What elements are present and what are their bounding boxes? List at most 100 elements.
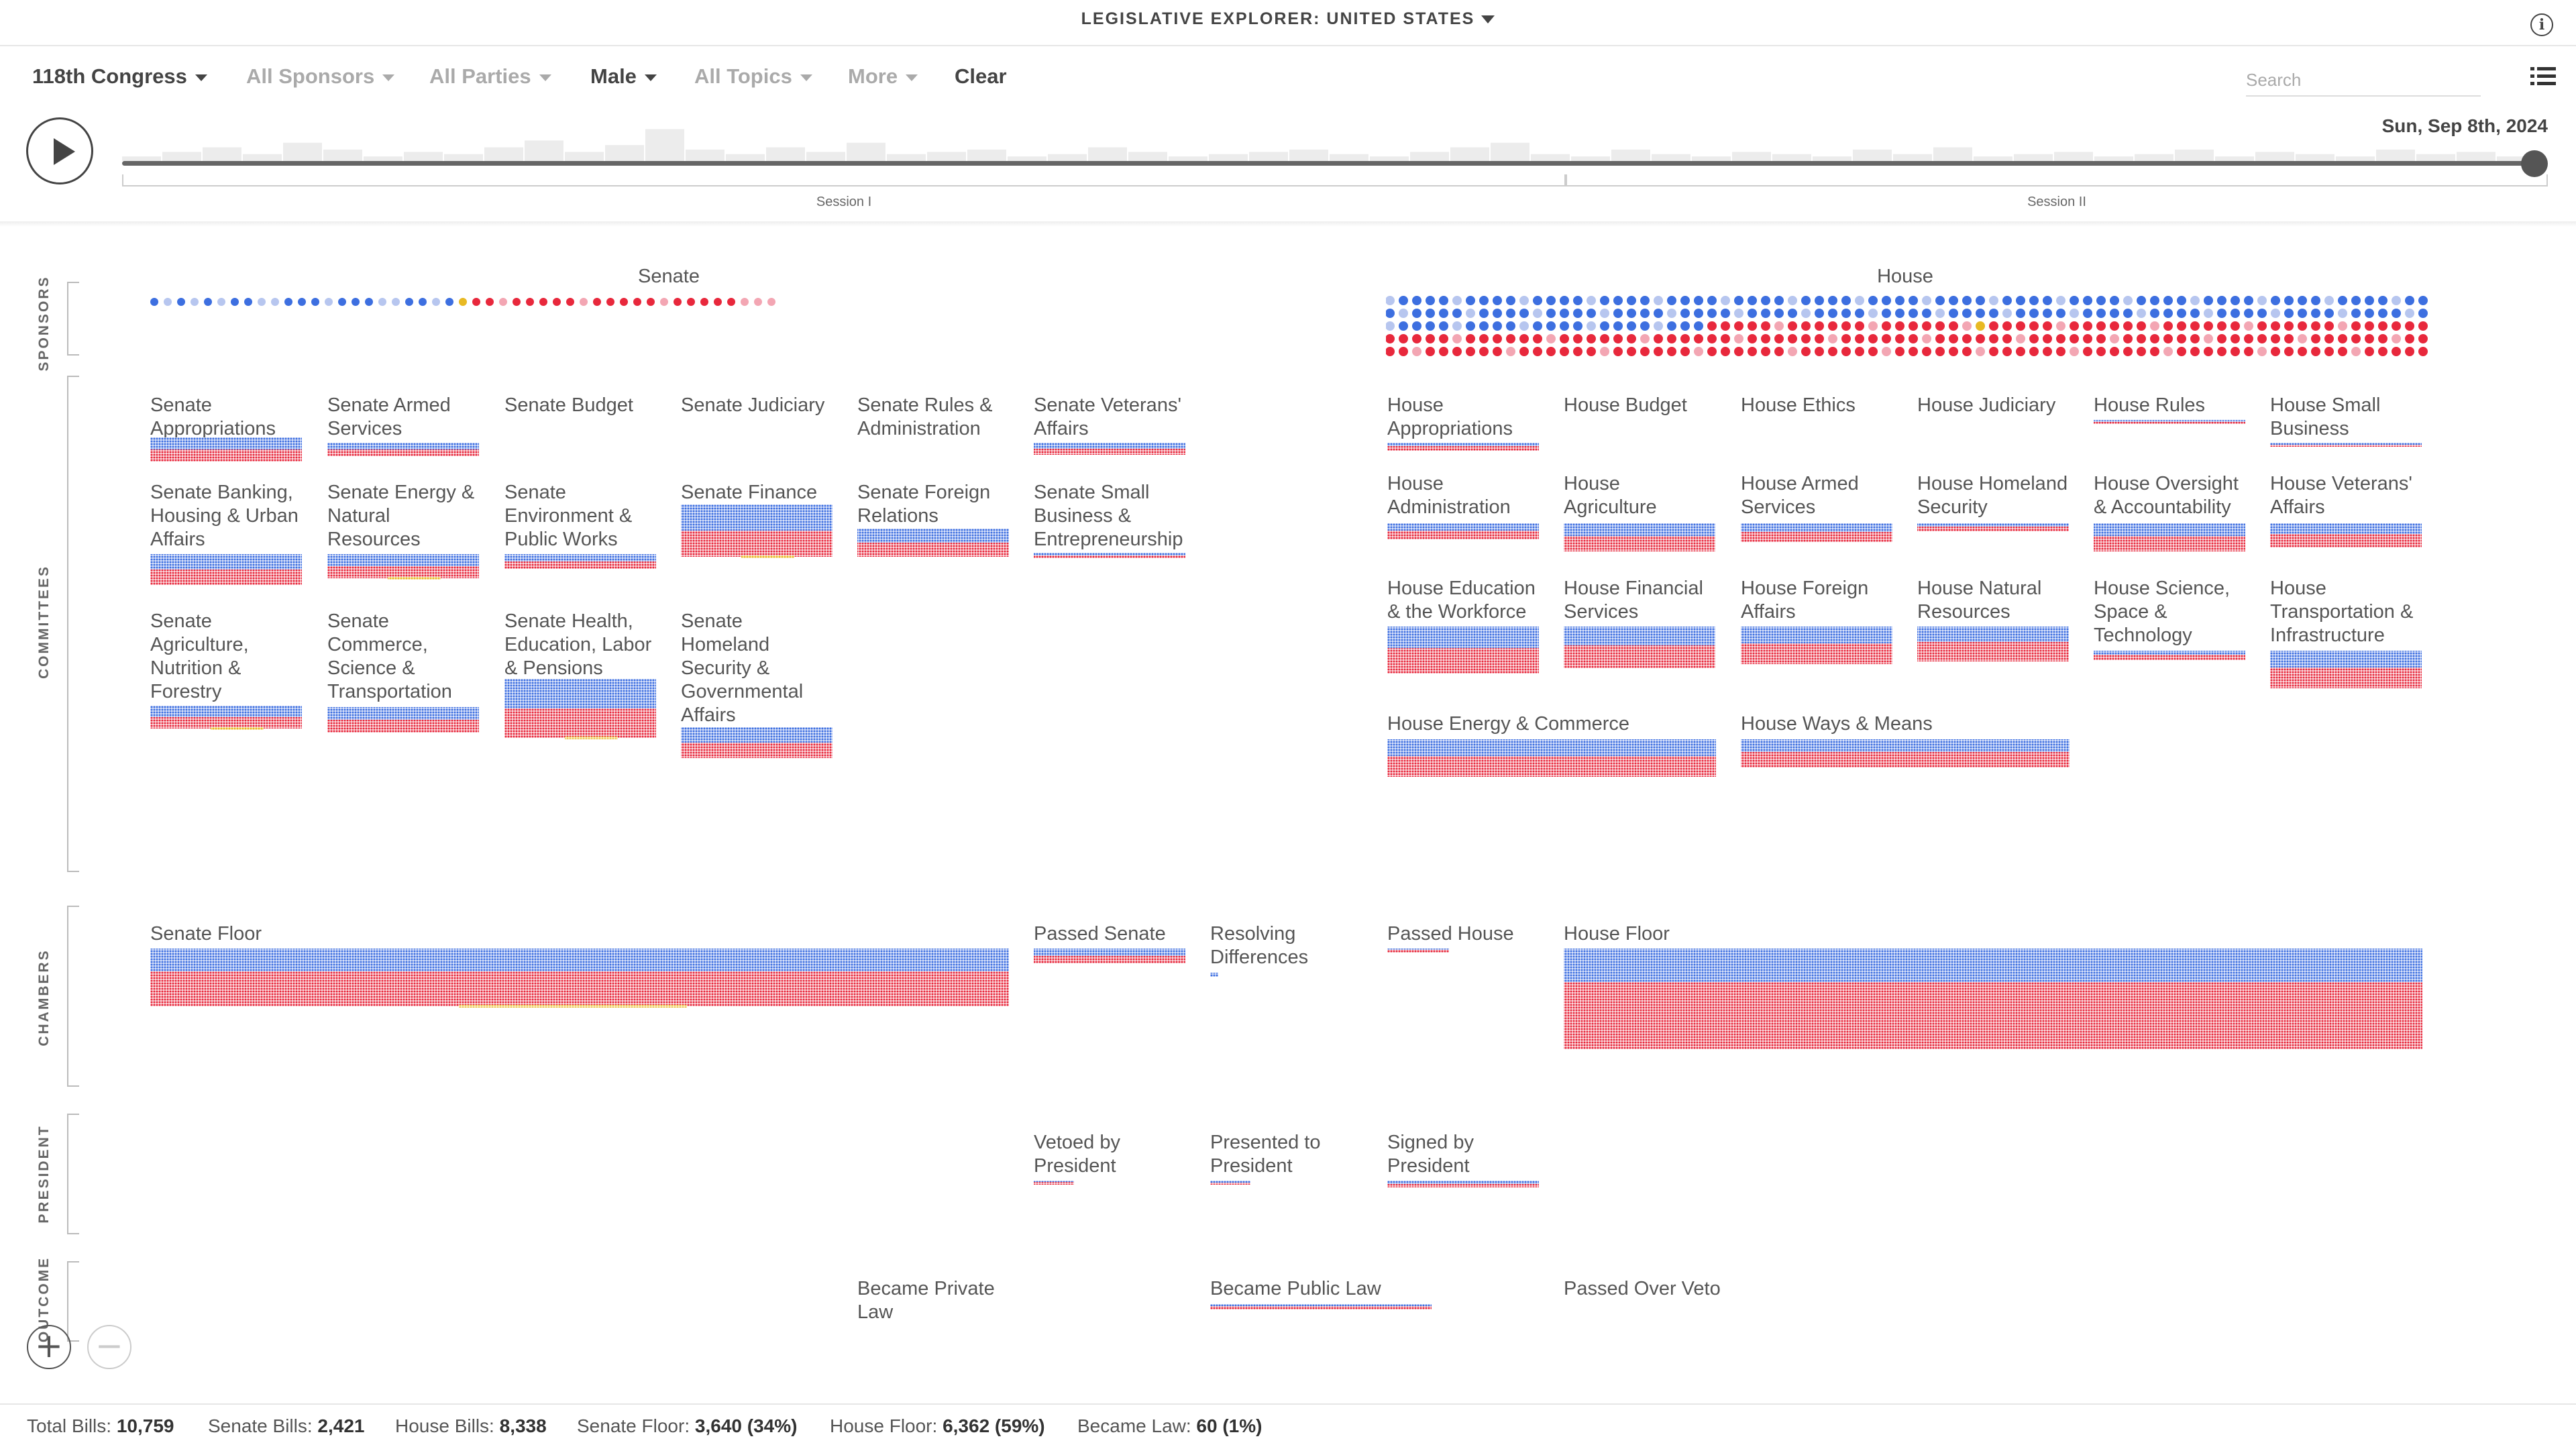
representative-dot[interactable] — [1882, 347, 1891, 356]
representative-dot[interactable] — [2029, 296, 2039, 305]
representative-dot[interactable] — [1721, 309, 1730, 318]
representative-dot[interactable] — [2190, 296, 2200, 305]
representative-dot[interactable] — [1989, 296, 1998, 305]
representative-dot[interactable] — [1654, 296, 1663, 305]
app-title-dropdown[interactable]: LEGISLATIVE EXPLORER: UNITED STATES — [0, 9, 2576, 29]
representative-dot[interactable] — [2002, 334, 2012, 343]
representative-dot[interactable] — [1600, 309, 1609, 318]
representative-dot[interactable] — [1546, 296, 1556, 305]
representative-dot[interactable] — [2338, 296, 2347, 305]
representative-dot[interactable] — [1533, 347, 1542, 356]
representative-dot[interactable] — [1546, 334, 1556, 343]
representative-dot[interactable] — [2378, 334, 2387, 343]
representative-dot[interactable] — [1841, 321, 1851, 331]
node-senate-rules-administration[interactable]: Senate Rules & Administration — [857, 394, 1018, 441]
representative-dot[interactable] — [1882, 309, 1891, 318]
representative-dot[interactable] — [1399, 296, 1408, 305]
representative-dot[interactable] — [2257, 334, 2267, 343]
representative-dot[interactable] — [1828, 334, 1837, 343]
representative-dot[interactable] — [2150, 309, 2159, 318]
representative-dot[interactable] — [2070, 309, 2079, 318]
representative-dot[interactable] — [2284, 309, 2294, 318]
representative-dot[interactable] — [2378, 309, 2387, 318]
bar-house-agriculture[interactable] — [1564, 523, 1715, 551]
representative-dot[interactable] — [2029, 321, 2039, 331]
representative-dot[interactable] — [1573, 296, 1582, 305]
filter-sponsors[interactable]: All Sponsors — [246, 64, 395, 89]
node-senate-environment-public-works[interactable]: Senate Environment & Public Works — [504, 481, 665, 551]
representative-dot[interactable] — [2338, 309, 2347, 318]
representative-dot[interactable] — [1694, 347, 1703, 356]
bar-vetoed-by-president[interactable] — [1034, 1181, 1074, 1185]
senator-dot[interactable] — [204, 298, 212, 306]
node-house-agriculture[interactable]: House Agriculture — [1564, 472, 1725, 519]
representative-dot[interactable] — [2418, 296, 2428, 305]
node-house-transportation-infrastructure[interactable]: House Transportation & Infrastructure — [2270, 577, 2431, 647]
representative-dot[interactable] — [2298, 347, 2307, 356]
senator-dot[interactable] — [352, 298, 360, 306]
representative-dot[interactable] — [2163, 321, 2173, 331]
representative-dot[interactable] — [2029, 309, 2039, 318]
representative-dot[interactable] — [1694, 334, 1703, 343]
representative-dot[interactable] — [1412, 321, 1421, 331]
node-senate-commerce-science-transportation[interactable]: Senate Commerce, Science & Transportation — [327, 610, 488, 704]
representative-dot[interactable] — [1707, 309, 1717, 318]
representative-dot[interactable] — [1640, 334, 1650, 343]
representative-dot[interactable] — [1627, 309, 1636, 318]
senator-dot[interactable] — [553, 298, 561, 306]
node-house-energy-commerce[interactable]: House Energy & Commerce — [1387, 712, 1716, 736]
representative-dot[interactable] — [2002, 321, 2012, 331]
representative-dot[interactable] — [1788, 347, 1797, 356]
representative-dot[interactable] — [1479, 296, 1489, 305]
representative-dot[interactable] — [1828, 296, 1837, 305]
representative-dot[interactable] — [1680, 321, 1690, 331]
representative-dot[interactable] — [1426, 296, 1435, 305]
representative-dot[interactable] — [2177, 321, 2186, 331]
representative-dot[interactable] — [2204, 334, 2213, 343]
bar-house-administration[interactable] — [1387, 523, 1539, 539]
representative-dot[interactable] — [2351, 296, 2361, 305]
zoom-out-button[interactable]: − — [87, 1325, 131, 1369]
list-menu-icon[interactable] — [2530, 66, 2556, 87]
representative-dot[interactable] — [2096, 321, 2106, 331]
representative-dot[interactable] — [2070, 334, 2079, 343]
representative-dot[interactable] — [1546, 321, 1556, 331]
representative-dot[interactable] — [1935, 309, 1945, 318]
senator-dot[interactable] — [231, 298, 239, 306]
representative-dot[interactable] — [2163, 296, 2173, 305]
representative-dot[interactable] — [1761, 309, 1770, 318]
representative-dot[interactable] — [1976, 309, 1985, 318]
representative-dot[interactable] — [1761, 296, 1770, 305]
representative-dot[interactable] — [1815, 347, 1824, 356]
bar-senate-health-education-labor-pensions[interactable] — [504, 679, 656, 739]
representative-dot[interactable] — [2177, 334, 2186, 343]
node-senate-judiciary[interactable]: Senate Judiciary — [681, 394, 842, 417]
representative-dot[interactable] — [2405, 334, 2414, 343]
representative-dot[interactable] — [2056, 296, 2065, 305]
bar-house-foreign-affairs[interactable] — [1741, 627, 1892, 664]
representative-dot[interactable] — [1426, 347, 1435, 356]
senator-dot[interactable] — [472, 298, 480, 306]
representative-dot[interactable] — [1573, 321, 1582, 331]
node-senate-banking-housing-urban-affairs[interactable]: Senate Banking, Housing & Urban Affairs — [150, 481, 311, 551]
representative-dot[interactable] — [1412, 296, 1421, 305]
representative-dot[interactable] — [1560, 334, 1569, 343]
representative-dot[interactable] — [2110, 321, 2119, 331]
representative-dot[interactable] — [1748, 334, 1757, 343]
representative-dot[interactable] — [2002, 347, 2012, 356]
representative-dot[interactable] — [1935, 296, 1945, 305]
representative-dot[interactable] — [2110, 347, 2119, 356]
node-senate-energy-natural-resources[interactable]: Senate Energy & Natural Resources — [327, 481, 488, 551]
representative-dot[interactable] — [2244, 321, 2253, 331]
representative-dot[interactable] — [1466, 296, 1475, 305]
bar-senate-environment-public-works[interactable] — [504, 554, 656, 569]
representative-dot[interactable] — [2096, 334, 2106, 343]
representative-dot[interactable] — [1976, 296, 1985, 305]
node-house-science-space-technology[interactable]: House Science, Space & Technology — [2094, 577, 2255, 647]
representative-dot[interactable] — [1841, 347, 1851, 356]
representative-dot[interactable] — [1707, 347, 1717, 356]
representative-dot[interactable] — [2137, 321, 2146, 331]
bar-house-rules[interactable] — [2094, 420, 2245, 424]
representative-dot[interactable] — [2392, 334, 2401, 343]
senate-sponsor-dots[interactable] — [150, 295, 794, 309]
